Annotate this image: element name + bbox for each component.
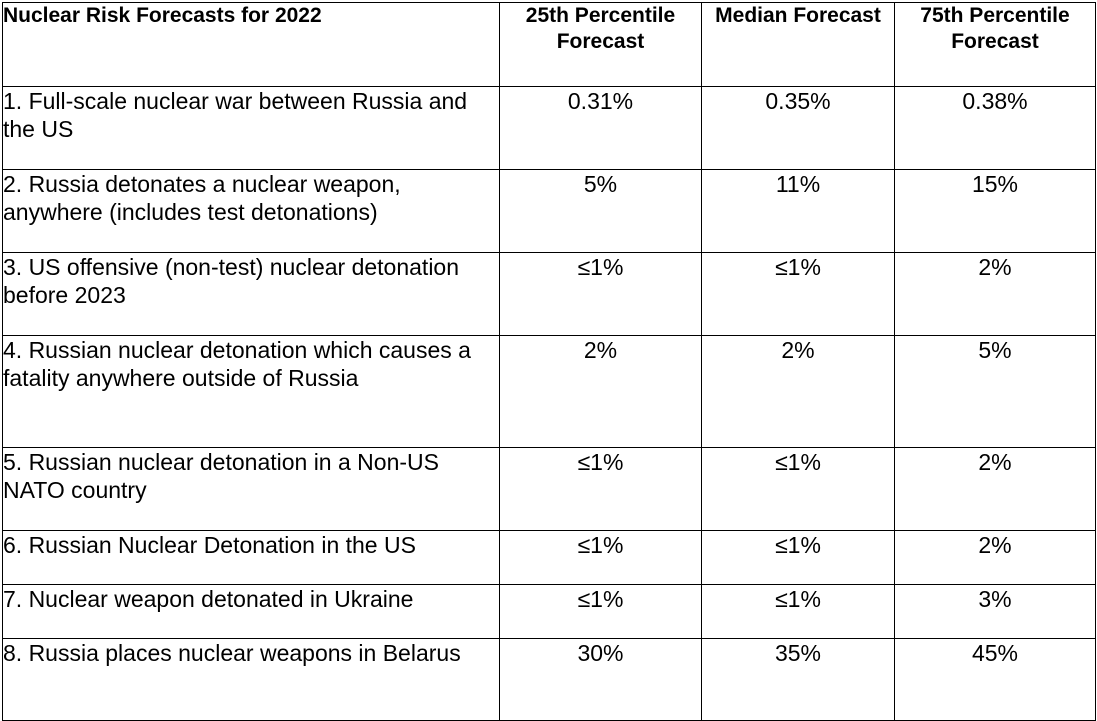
cell-75th-percentile: 5% [894, 335, 1096, 448]
cell-25th-percentile: ≤1% [499, 530, 702, 585]
row-label: 5. Russian nuclear detonation in a Non-U… [2, 447, 500, 531]
row-label: 7. Nuclear weapon detonated in Ukraine [2, 584, 500, 639]
cell-75th-percentile: 45% [894, 638, 1096, 721]
cell-median: 35% [701, 638, 895, 721]
cell-median: ≤1% [701, 252, 895, 336]
row-label: 3. US offensive (non-test) nuclear deton… [2, 252, 500, 336]
cell-75th-percentile: 0.38% [894, 86, 1096, 170]
cell-75th-percentile: 2% [894, 530, 1096, 585]
header-median: Median Forecast [701, 2, 895, 87]
cell-25th-percentile: ≤1% [499, 447, 702, 531]
row-label: 6. Russian Nuclear Detonation in the US [2, 530, 500, 585]
table-row: 1. Full-scale nuclear war between Russia… [2, 86, 1096, 170]
row-label: 8. Russia places nuclear weapons in Bela… [2, 638, 500, 721]
row-label: 4. Russian nuclear detonation which caus… [2, 335, 500, 448]
table-row: 7. Nuclear weapon detonated in Ukraine ≤… [2, 584, 1096, 639]
header-75th-percentile: 75th Percentile Forecast [894, 2, 1096, 87]
table-row: 4. Russian nuclear detonation which caus… [2, 335, 1096, 448]
cell-median: ≤1% [701, 530, 895, 585]
table-row: 8. Russia places nuclear weapons in Bela… [2, 638, 1096, 721]
table-row: 3. US offensive (non-test) nuclear deton… [2, 252, 1096, 336]
cell-median: 2% [701, 335, 895, 448]
table-row: 2. Russia detonates a nuclear weapon, an… [2, 169, 1096, 253]
cell-25th-percentile: 0.31% [499, 86, 702, 170]
cell-median: ≤1% [701, 584, 895, 639]
cell-25th-percentile: 30% [499, 638, 702, 721]
cell-median: ≤1% [701, 447, 895, 531]
cell-median: 0.35% [701, 86, 895, 170]
cell-25th-percentile: ≤1% [499, 252, 702, 336]
table-row: 6. Russian Nuclear Detonation in the US … [2, 530, 1096, 585]
row-label: 1. Full-scale nuclear war between Russia… [2, 86, 500, 170]
header-title: Nuclear Risk Forecasts for 2022 [2, 2, 500, 87]
header-row: Nuclear Risk Forecasts for 2022 25th Per… [2, 2, 1096, 87]
cell-25th-percentile: 2% [499, 335, 702, 448]
cell-75th-percentile: 3% [894, 584, 1096, 639]
header-25th-percentile: 25th Percentile Forecast [499, 2, 702, 87]
cell-median: 11% [701, 169, 895, 253]
cell-75th-percentile: 15% [894, 169, 1096, 253]
cell-75th-percentile: 2% [894, 252, 1096, 336]
cell-25th-percentile: 5% [499, 169, 702, 253]
cell-25th-percentile: ≤1% [499, 584, 702, 639]
row-label: 2. Russia detonates a nuclear weapon, an… [2, 169, 500, 253]
table-row: 5. Russian nuclear detonation in a Non-U… [2, 447, 1096, 531]
cell-75th-percentile: 2% [894, 447, 1096, 531]
